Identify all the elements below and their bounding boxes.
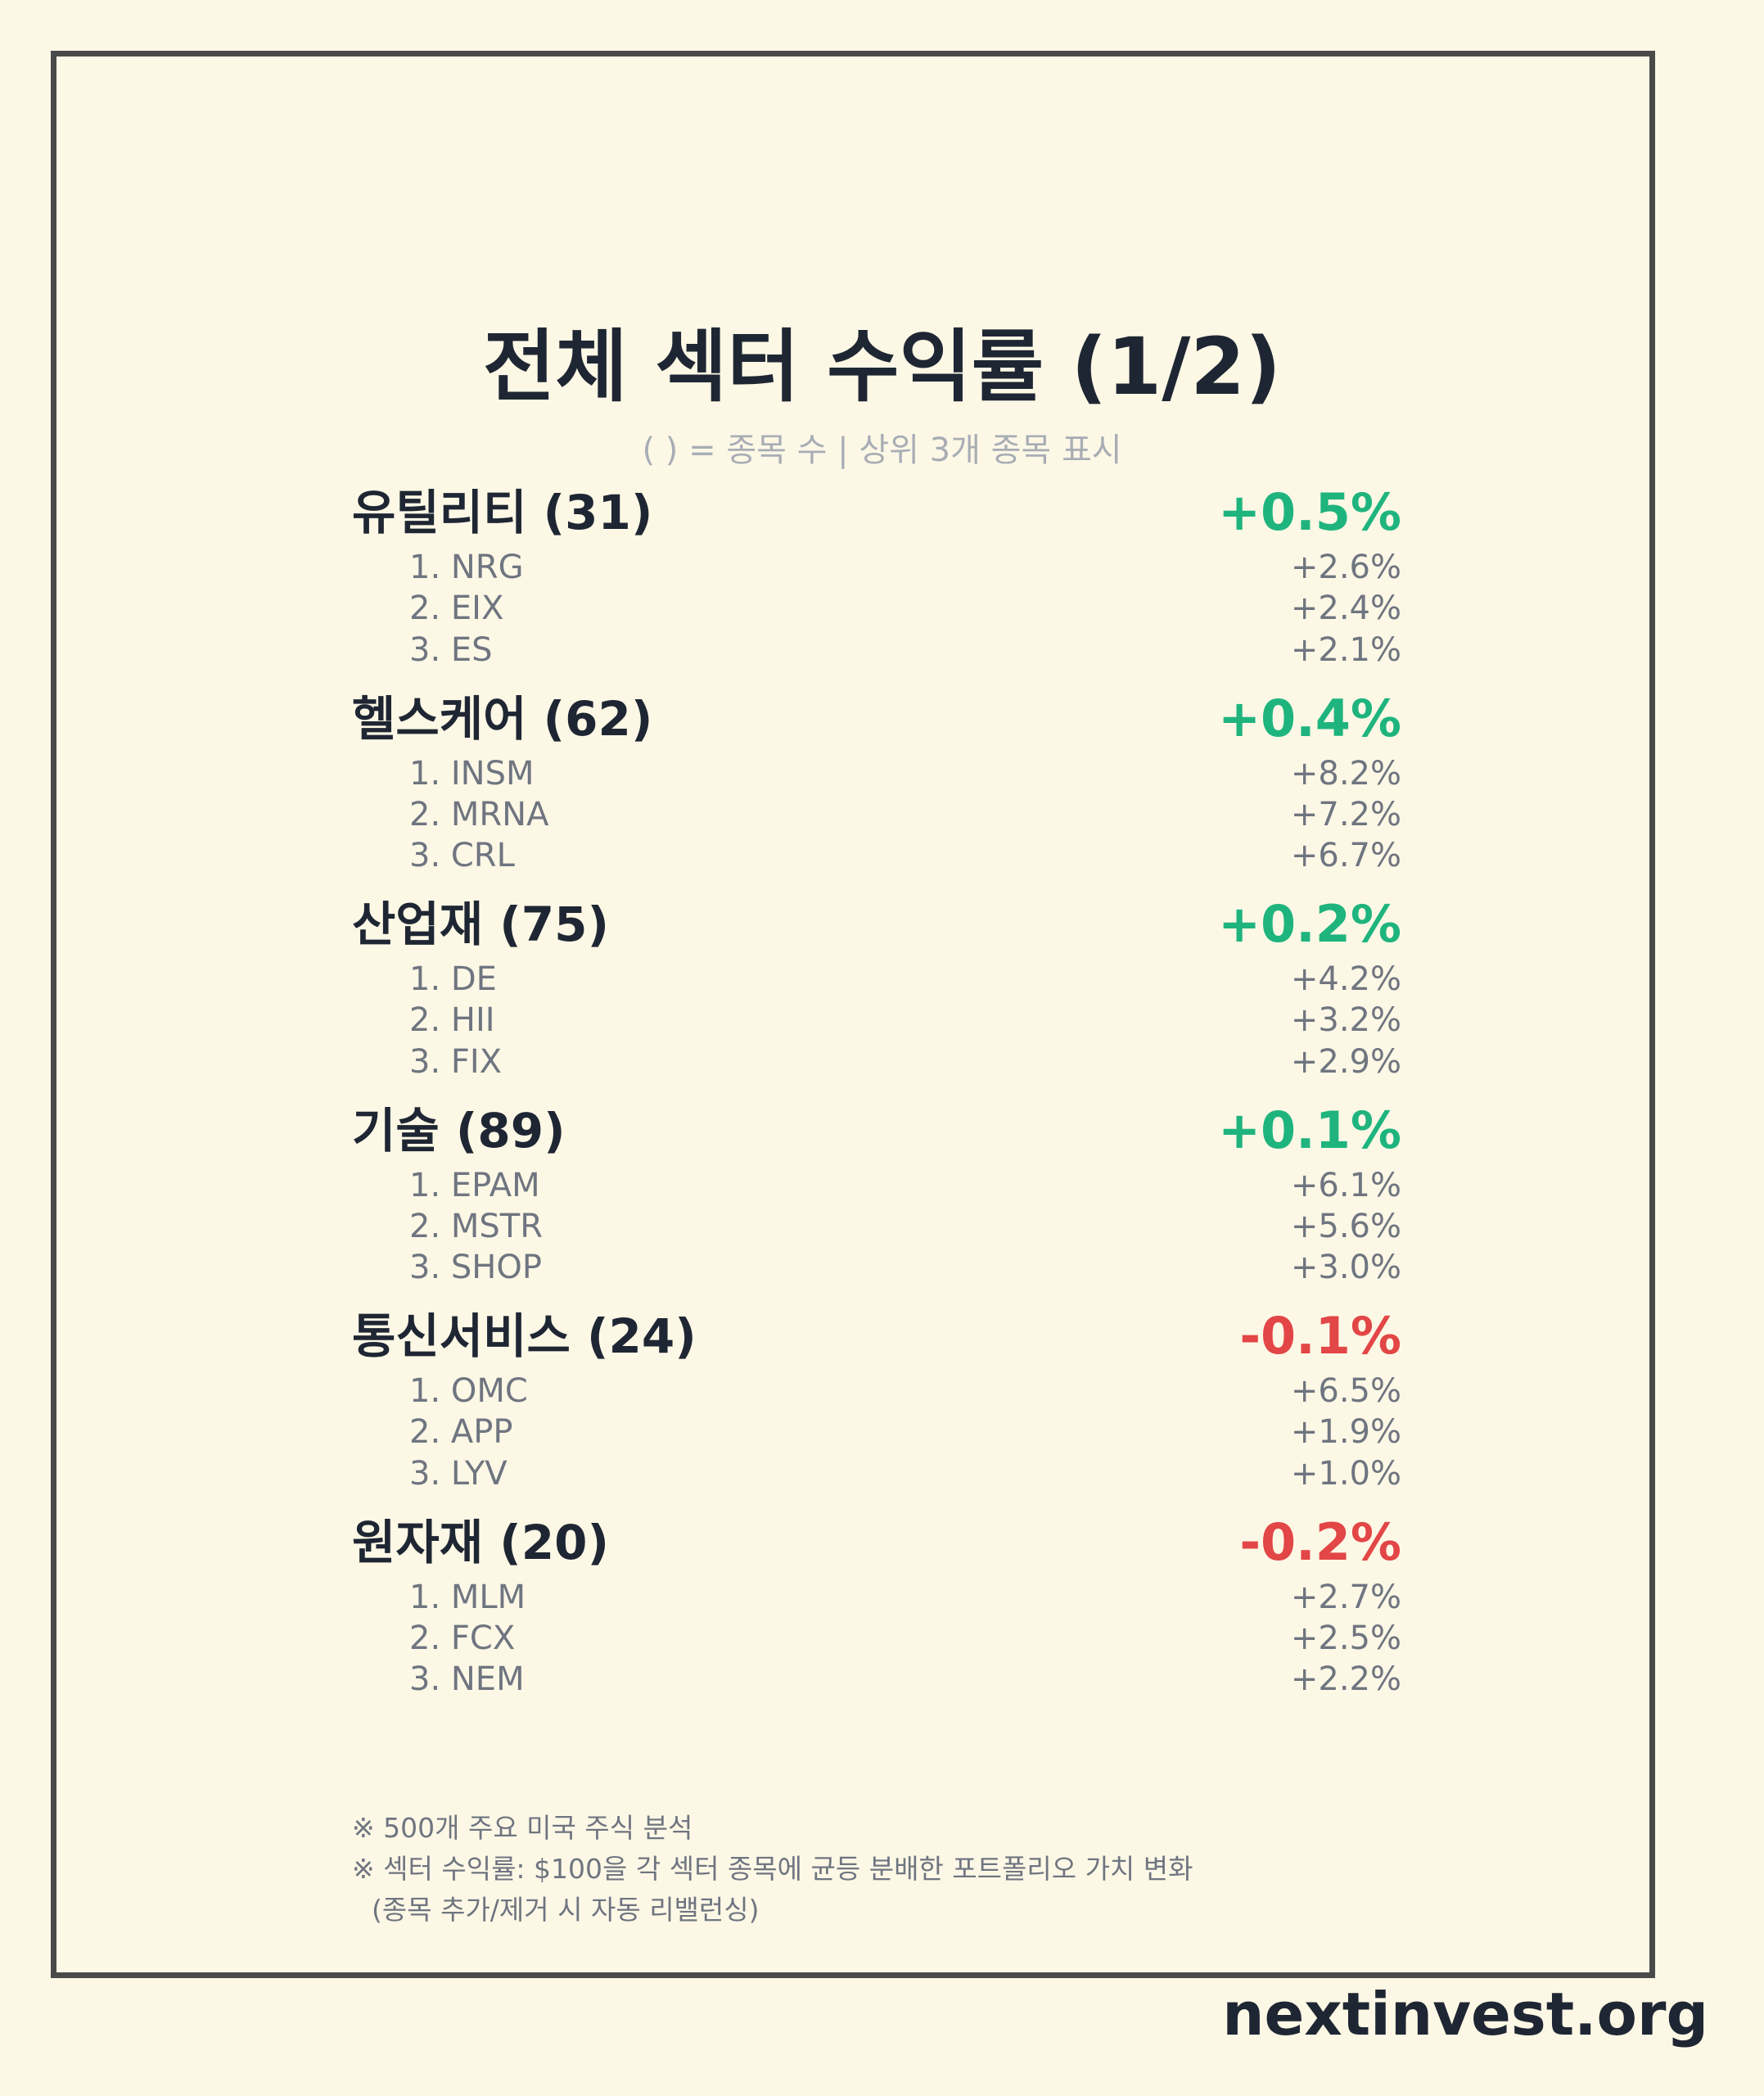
sector-header: 유틸리티 (31) +0.5% xyxy=(352,478,1401,547)
stock-name: 1. NRG xyxy=(409,549,524,586)
stock-name: 1. EPAM xyxy=(409,1166,540,1204)
stock-row: 1. DE +4.2% xyxy=(352,959,1401,1000)
stock-return: +6.1% xyxy=(1290,1166,1401,1204)
stock-row: 2. MSTR +5.6% xyxy=(352,1206,1401,1247)
page-subtitle: ( ) = 종목 수 | 상위 3개 종목 표시 xyxy=(642,431,1122,469)
stock-row: 1. MLM +2.7% xyxy=(352,1577,1401,1618)
sector-header: 원자재 (20) -0.2% xyxy=(352,1508,1401,1577)
stock-name: 2. EIX xyxy=(409,590,504,628)
stock-row: 3. ES +2.1% xyxy=(352,630,1401,671)
stock-row: 3. SHOP +3.0% xyxy=(352,1247,1401,1288)
stock-name: 1. DE xyxy=(409,960,497,998)
stock-name: 1. INSM xyxy=(409,754,535,793)
stock-name: 3. NEM xyxy=(409,1660,525,1699)
sector-name: 통신서비스 (24) xyxy=(352,1308,697,1364)
stock-row: 2. APP +1.9% xyxy=(352,1412,1401,1452)
stock-name: 1. OMC xyxy=(409,1372,528,1410)
stock-return: +2.9% xyxy=(1290,1042,1401,1081)
stock-return: +1.0% xyxy=(1290,1454,1401,1493)
stock-return: +2.7% xyxy=(1290,1578,1401,1616)
stock-name: 2. APP xyxy=(409,1413,513,1452)
sector-header: 헬스케어 (62) +0.4% xyxy=(352,684,1401,753)
sector-header: 통신서비스 (24) -0.1% xyxy=(352,1302,1401,1371)
stock-return: +6.5% xyxy=(1290,1372,1401,1410)
stock-return: +2.5% xyxy=(1290,1619,1401,1657)
stock-return: +2.1% xyxy=(1290,630,1401,669)
sector-block: 유틸리티 (31) +0.5% 1. NRG +2.6% 2. EIX +2.4… xyxy=(352,478,1401,684)
stock-return: +5.6% xyxy=(1290,1207,1401,1245)
top-stock-list: 1. INSM +8.2% 2. MRNA +7.2% 3. CRL +6.7% xyxy=(352,753,1401,877)
footnote: (종목 추가/제거 시 자동 리밸런싱) xyxy=(372,1894,760,1926)
stock-row: 3. CRL +6.7% xyxy=(352,835,1401,876)
sector-name: 원자재 (20) xyxy=(352,1514,610,1570)
sector-block: 통신서비스 (24) -0.1% 1. OMC +6.5% 2. APP +1.… xyxy=(352,1302,1401,1508)
sector-name: 산업재 (75) xyxy=(352,897,610,952)
stock-row: 3. FIX +2.9% xyxy=(352,1041,1401,1082)
stock-return: +7.2% xyxy=(1290,795,1401,833)
top-stock-list: 1. NRG +2.6% 2. EIX +2.4% 3. ES +2.1% xyxy=(352,547,1401,671)
sector-block: 산업재 (75) +0.2% 1. DE +4.2% 2. HII +3.2% … xyxy=(352,890,1401,1096)
stock-name: 2. MRNA xyxy=(409,795,549,833)
sector-name: 헬스케어 (62) xyxy=(352,690,653,747)
stock-return: +2.6% xyxy=(1290,549,1401,586)
sector-block: 기술 (89) +0.1% 1. EPAM +6.1% 2. MSTR +5.6… xyxy=(352,1096,1401,1303)
sector-header: 산업재 (75) +0.2% xyxy=(352,890,1401,959)
content-frame xyxy=(51,51,1655,1978)
stock-return: +8.2% xyxy=(1290,754,1401,793)
stock-name: 2. FCX xyxy=(409,1619,516,1657)
sector-return: +0.4% xyxy=(1218,688,1401,748)
stock-name: 3. CRL xyxy=(409,837,515,875)
sector-return: +0.2% xyxy=(1218,894,1401,954)
footnote: ※ 500개 주요 미국 주식 분석 xyxy=(352,1812,693,1844)
sector-name: 기술 (89) xyxy=(352,1102,566,1159)
stock-return: +2.4% xyxy=(1290,590,1401,628)
stock-row: 1. INSM +8.2% xyxy=(352,753,1401,794)
site-brand: nextinvest.org xyxy=(1222,1980,1708,2049)
stock-name: 1. MLM xyxy=(409,1578,526,1616)
stock-name: 2. MSTR xyxy=(409,1207,544,1245)
stock-row: 3. LYV +1.0% xyxy=(352,1453,1401,1494)
stock-return: +3.2% xyxy=(1290,1001,1401,1040)
sector-return: +0.1% xyxy=(1218,1100,1401,1160)
sector-return: -0.1% xyxy=(1239,1306,1401,1366)
stock-return: +4.2% xyxy=(1290,960,1401,998)
stock-row: 3. NEM +2.2% xyxy=(352,1659,1401,1700)
stock-name: 3. ES xyxy=(409,630,493,669)
stock-return: +3.0% xyxy=(1290,1249,1401,1287)
sector-return: -0.2% xyxy=(1239,1511,1401,1572)
sector-block: 헬스케어 (62) +0.4% 1. INSM +8.2% 2. MRNA +7… xyxy=(352,684,1401,891)
stock-name: 3. LYV xyxy=(409,1454,508,1493)
top-stock-list: 1. MLM +2.7% 2. FCX +2.5% 3. NEM +2.2% xyxy=(352,1577,1401,1701)
stock-row: 1. EPAM +6.1% xyxy=(352,1165,1401,1206)
sector-return: +0.5% xyxy=(1218,482,1401,542)
top-stock-list: 1. DE +4.2% 2. HII +3.2% 3. FIX +2.9% xyxy=(352,959,1401,1082)
stock-return: +2.2% xyxy=(1290,1660,1401,1699)
stock-return: +1.9% xyxy=(1290,1413,1401,1452)
stock-row: 1. NRG +2.6% xyxy=(352,547,1401,588)
stock-row: 2. HII +3.2% xyxy=(352,1000,1401,1041)
sector-name: 유틸리티 (31) xyxy=(352,485,653,540)
stock-name: 3. SHOP xyxy=(409,1249,542,1287)
stock-row: 2. MRNA +7.2% xyxy=(352,794,1401,835)
top-stock-list: 1. EPAM +6.1% 2. MSTR +5.6% 3. SHOP +3.0… xyxy=(352,1165,1401,1289)
stock-row: 2. EIX +2.4% xyxy=(352,588,1401,629)
footnotes: ※ 500개 주요 미국 주식 분석 ※ 섹터 수익률: $100을 각 섹터 … xyxy=(352,1808,1580,1931)
stock-row: 1. OMC +6.5% xyxy=(352,1371,1401,1412)
sector-header: 기술 (89) +0.1% xyxy=(352,1096,1401,1165)
sector-list: 유틸리티 (31) +0.5% 1. NRG +2.6% 2. EIX +2.4… xyxy=(352,478,1401,1714)
stock-row: 2. FCX +2.5% xyxy=(352,1618,1401,1659)
stock-name: 3. FIX xyxy=(409,1042,503,1081)
footnote: ※ 섹터 수익률: $100을 각 섹터 종목에 균등 분배한 포트폴리오 가치… xyxy=(352,1853,1193,1885)
sector-block: 원자재 (20) -0.2% 1. MLM +2.7% 2. FCX +2.5%… xyxy=(352,1508,1401,1714)
stock-return: +6.7% xyxy=(1290,837,1401,875)
top-stock-list: 1. OMC +6.5% 2. APP +1.9% 3. LYV +1.0% xyxy=(352,1371,1401,1494)
page-title: 전체 섹터 수익률 (1/2) xyxy=(483,321,1281,413)
stock-name: 2. HII xyxy=(409,1001,495,1040)
